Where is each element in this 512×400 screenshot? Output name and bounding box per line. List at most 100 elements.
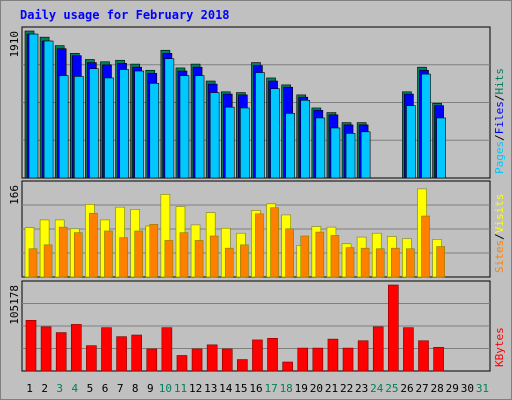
bar-kbytes-day-22 — [342, 347, 354, 372]
bar-pages-day-2 — [43, 40, 54, 179]
bar-kbytes-day-4 — [70, 324, 82, 372]
bar-sites-day-27 — [421, 215, 430, 278]
bar-sites-day-25 — [391, 247, 400, 278]
x-tick-day-9: 9 — [147, 382, 154, 395]
x-tick-day-10: 10 — [159, 382, 172, 395]
visits-panel: 166 Sites/Visits — [8, 180, 506, 278]
bar-pages-day-6 — [104, 77, 114, 179]
bar-sites-day-13 — [209, 235, 219, 278]
chart-title: Daily usage for February 2018 — [20, 8, 230, 22]
x-tick-day-19: 19 — [295, 382, 308, 395]
bar-kbytes-day-11 — [176, 355, 188, 372]
bar-pages-day-16 — [255, 72, 265, 179]
bar-pages-day-17 — [270, 88, 280, 179]
legend-separator: / — [493, 95, 506, 102]
bar-kbytes-day-25 — [388, 284, 399, 372]
bar-pages-day-14 — [224, 106, 235, 179]
bar-kbytes-day-6 — [101, 327, 112, 372]
bar-pages-day-13 — [209, 92, 220, 179]
x-tick-day-23: 23 — [355, 382, 368, 395]
kbytes-max-label: 105178 — [8, 285, 21, 325]
bar-pages-day-8 — [134, 70, 144, 179]
bar-pages-day-9 — [149, 83, 160, 179]
bar-pages-day-22 — [345, 133, 356, 179]
bar-sites-day-3 — [58, 226, 68, 278]
x-tick-day-11: 11 — [174, 382, 187, 395]
visits-legend: Sites/Visits — [493, 194, 506, 274]
bar-pages-day-11 — [179, 75, 190, 179]
legend-kbytes: KBytes — [493, 327, 506, 367]
bar-pages-day-5 — [89, 68, 99, 179]
bar-kbytes-day-5 — [86, 345, 97, 372]
bar-kbytes-day-8 — [131, 334, 142, 372]
x-tick-day-24: 24 — [370, 382, 384, 395]
bar-sites-day-15 — [240, 244, 249, 278]
bar-pages-day-19 — [300, 99, 311, 179]
bar-sites-day-16 — [255, 213, 264, 278]
legend-visits: Visits — [493, 194, 506, 234]
x-tick-day-18: 18 — [280, 382, 293, 395]
bar-kbytes-day-23 — [357, 340, 369, 372]
bar-kbytes-day-12 — [191, 348, 203, 372]
x-tick-day-28: 28 — [431, 382, 444, 395]
x-tick-day-3: 3 — [56, 382, 63, 395]
bar-kbytes-day-26 — [403, 327, 414, 372]
bar-pages-day-15 — [240, 107, 250, 179]
bar-kbytes-day-7 — [116, 336, 127, 372]
bar-pages-day-28 — [436, 117, 446, 179]
bar-kbytes-day-3 — [55, 332, 67, 372]
x-tick-day-5: 5 — [87, 382, 94, 395]
bar-pages-day-12 — [194, 75, 205, 179]
bar-kbytes-day-21 — [327, 338, 339, 372]
legend-pages: Pages — [493, 141, 506, 174]
bar-pages-day-3 — [58, 75, 69, 179]
bar-sites-day-7 — [119, 237, 128, 278]
hits-max-label: 1910 — [8, 31, 21, 58]
bar-sites-day-8 — [134, 230, 143, 278]
x-tick-day-12: 12 — [189, 382, 202, 395]
bar-sites-day-18 — [285, 228, 294, 278]
x-tick-day-13: 13 — [204, 382, 217, 395]
x-tick-day-8: 8 — [132, 382, 139, 395]
bar-kbytes-day-2 — [40, 326, 52, 372]
bar-kbytes-day-1 — [25, 320, 37, 372]
x-tick-day-21: 21 — [325, 382, 338, 395]
bar-kbytes-day-20 — [312, 347, 324, 372]
bar-sites-day-23 — [360, 247, 370, 278]
bar-kbytes-day-10 — [161, 327, 173, 372]
bar-sites-day-9 — [149, 224, 159, 278]
bar-sites-day-1 — [28, 248, 38, 278]
kbytes-panel: 105178 KBytes — [8, 280, 506, 372]
legend-sites: Sites — [493, 240, 506, 273]
bar-sites-day-17 — [270, 207, 279, 278]
bar-sites-day-26 — [406, 248, 415, 278]
legend-files: Files — [493, 101, 506, 134]
bar-sites-day-22 — [345, 247, 355, 278]
bar-sites-day-24 — [375, 248, 385, 278]
bar-pages-day-20 — [315, 117, 326, 179]
bar-kbytes-day-13 — [206, 344, 218, 372]
x-tick-day-7: 7 — [117, 382, 124, 395]
bar-pages-day-7 — [119, 69, 129, 179]
visits-max-label: 166 — [8, 185, 21, 205]
bar-kbytes-day-16 — [252, 339, 263, 372]
bar-pages-day-18 — [285, 113, 295, 179]
bar-pages-day-23 — [360, 131, 371, 179]
bar-sites-day-19 — [300, 235, 310, 278]
bar-sites-day-4 — [73, 232, 83, 278]
bar-kbytes-day-19 — [297, 347, 309, 372]
bar-kbytes-day-9 — [146, 348, 158, 372]
bar-pages-day-10 — [164, 58, 175, 179]
x-tick-day-14: 14 — [219, 382, 233, 395]
legend-separator: / — [493, 134, 506, 141]
bar-pages-day-21 — [330, 127, 341, 179]
x-tick-day-25: 25 — [385, 382, 398, 395]
x-tick-day-27: 27 — [415, 382, 428, 395]
bar-sites-day-21 — [330, 235, 340, 278]
bar-kbytes-day-28 — [433, 346, 444, 372]
bar-sites-day-10 — [164, 240, 174, 278]
bar-sites-day-28 — [436, 246, 445, 278]
x-tick-day-22: 22 — [340, 382, 353, 395]
bar-kbytes-day-15 — [237, 359, 248, 372]
